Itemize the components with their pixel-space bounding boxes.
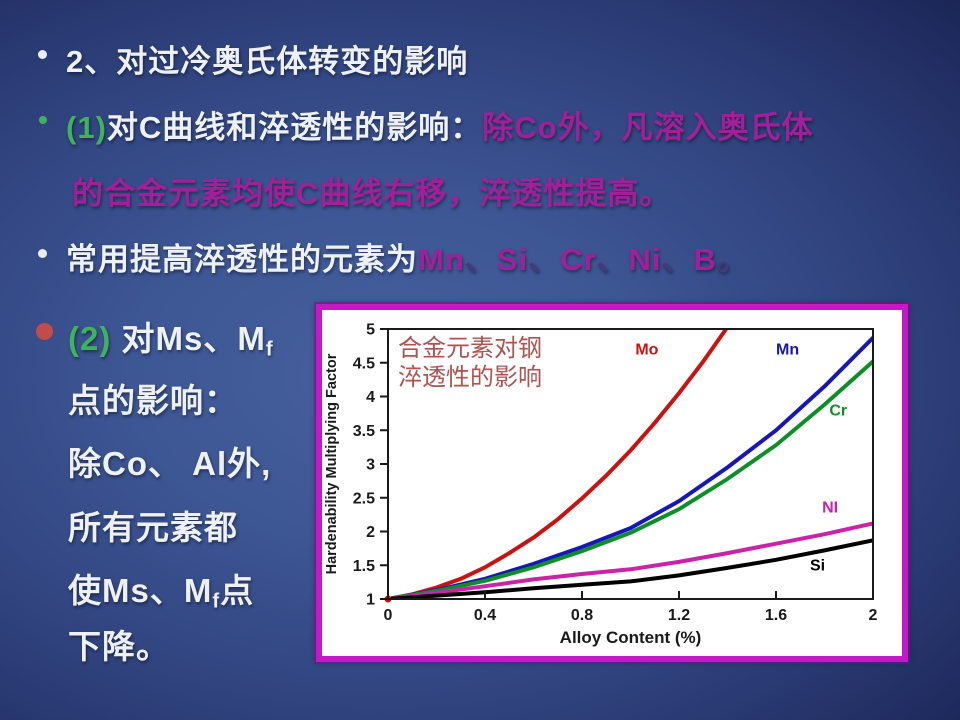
bullet-dot-3 xyxy=(38,249,47,258)
text-segment: (2) xyxy=(68,320,112,357)
text-segment: 的合金元素均使C曲线右移，淬透性提高。 xyxy=(72,176,672,211)
point2-line-6: 下降。 xyxy=(68,620,170,668)
y-tick-label: 2.5 xyxy=(353,490,375,507)
point1-line: (1)对C曲线和淬透性的影响：除Co外，凡溶入奥氏体 xyxy=(66,102,814,147)
text-segment: 下降。 xyxy=(68,628,170,665)
point2-line-2: 点的影响： xyxy=(68,374,238,422)
series-curve-mo xyxy=(388,329,729,599)
heading-line: 2、对过冷奥氏体转变的影响 xyxy=(66,36,468,81)
x-tick-label: 1.6 xyxy=(765,607,787,624)
point2-line-5: 使Ms、Mf点 xyxy=(68,564,254,614)
text-segment: 常用提高淬透性的元素为 xyxy=(66,242,418,277)
y-tick-label: 3.5 xyxy=(353,423,375,440)
text-segment: Cr xyxy=(560,242,597,277)
chart-title-line: 合金元素对钢 xyxy=(398,335,542,362)
text-segment: 、 xyxy=(596,242,629,277)
point1-continuation-line: 的合金元素均使C曲线右移，淬透性提高。 xyxy=(72,168,671,213)
hardenability-chart-panel: 0 0.4 0.8 1.2 1.6 2 1 1.5 2 2.5 3 3.5 4 4.5 5 Alloy Con… xyxy=(316,304,908,662)
text-segment: 对Ms、M xyxy=(111,320,266,357)
series-label-mo: Mo xyxy=(635,342,658,359)
text-segment: 、 xyxy=(464,242,497,277)
point2-line-4: 所有元素都 xyxy=(68,501,238,549)
y-tick-label: 2 xyxy=(366,524,375,541)
series-curve-si xyxy=(388,538,873,599)
y-tick-label: 5 xyxy=(366,322,375,339)
series-curve-cr xyxy=(388,359,873,599)
x-tick-label: 2 xyxy=(869,607,878,624)
y-tick-label: 4 xyxy=(366,389,375,406)
series-curve-ni xyxy=(388,521,873,599)
point2-line-1: (2) 对Ms、Mf xyxy=(68,312,274,362)
text-segment: 对C曲线和淬透性的影响： xyxy=(106,110,483,145)
x-tick-label: 0 xyxy=(384,607,393,624)
text-segment: 2、对过冷奥氏体转变的影响 xyxy=(66,44,469,79)
chart-series-group xyxy=(388,329,873,599)
text-segment: 点的影响： xyxy=(68,382,238,419)
x-tick-label: 1.2 xyxy=(668,607,690,624)
text-segment: 除Co、 Al外, xyxy=(68,445,272,482)
text-segment: 。 xyxy=(716,242,749,277)
text-segment: 使Ms、M xyxy=(68,572,213,609)
y-tick-label: 4.5 xyxy=(353,355,375,372)
text-segment: 、 xyxy=(528,242,561,277)
bullet-dot-4 xyxy=(36,323,53,340)
y-tick-label: 1 xyxy=(366,592,375,609)
y-tick-label: 1.5 xyxy=(353,558,375,575)
x-tick-label: 0.4 xyxy=(474,607,496,624)
y-tick-label: 3 xyxy=(366,457,375,474)
text-segment: 、 xyxy=(661,242,694,277)
point2-line-3: 除Co、 Al外, xyxy=(68,437,271,485)
chart-title-line: 淬透性的影响 xyxy=(398,364,542,391)
hardenability-chart: 0 0.4 0.8 1.2 1.6 2 1 1.5 2 2.5 3 3.5 4 4.5 5 Alloy Con… xyxy=(324,322,878,648)
x-tick-label: 0.8 xyxy=(571,607,593,624)
x-axis-title: Alloy Content (%) xyxy=(560,628,702,647)
text-segment: Mn xyxy=(418,242,465,277)
y-axis-title: Hardenability Multiplying Factor xyxy=(324,353,340,574)
series-label-si: Si xyxy=(810,558,825,575)
text-segment: Si xyxy=(496,242,529,277)
series-label-mn: Mn xyxy=(776,342,799,359)
text-segment: f xyxy=(265,337,274,361)
text-segment: (1) xyxy=(66,110,107,145)
bullet-dot-2 xyxy=(39,116,47,124)
text-segment: f xyxy=(212,589,221,613)
text-segment: 除Co外，凡溶入奥氏体 xyxy=(482,110,814,145)
series-label-ni: NI xyxy=(822,500,838,517)
text-segment: 点 xyxy=(220,572,255,609)
text-segment: Ni xyxy=(628,242,662,277)
elements-line: 常用提高淬透性的元素为Mn、Si、Cr、Ni、B。 xyxy=(66,234,749,279)
text-segment: 所有元素都 xyxy=(68,509,238,546)
series-label-cr: Cr xyxy=(829,402,847,419)
text-segment: B xyxy=(693,242,717,277)
bullet-dot-1 xyxy=(38,50,47,59)
